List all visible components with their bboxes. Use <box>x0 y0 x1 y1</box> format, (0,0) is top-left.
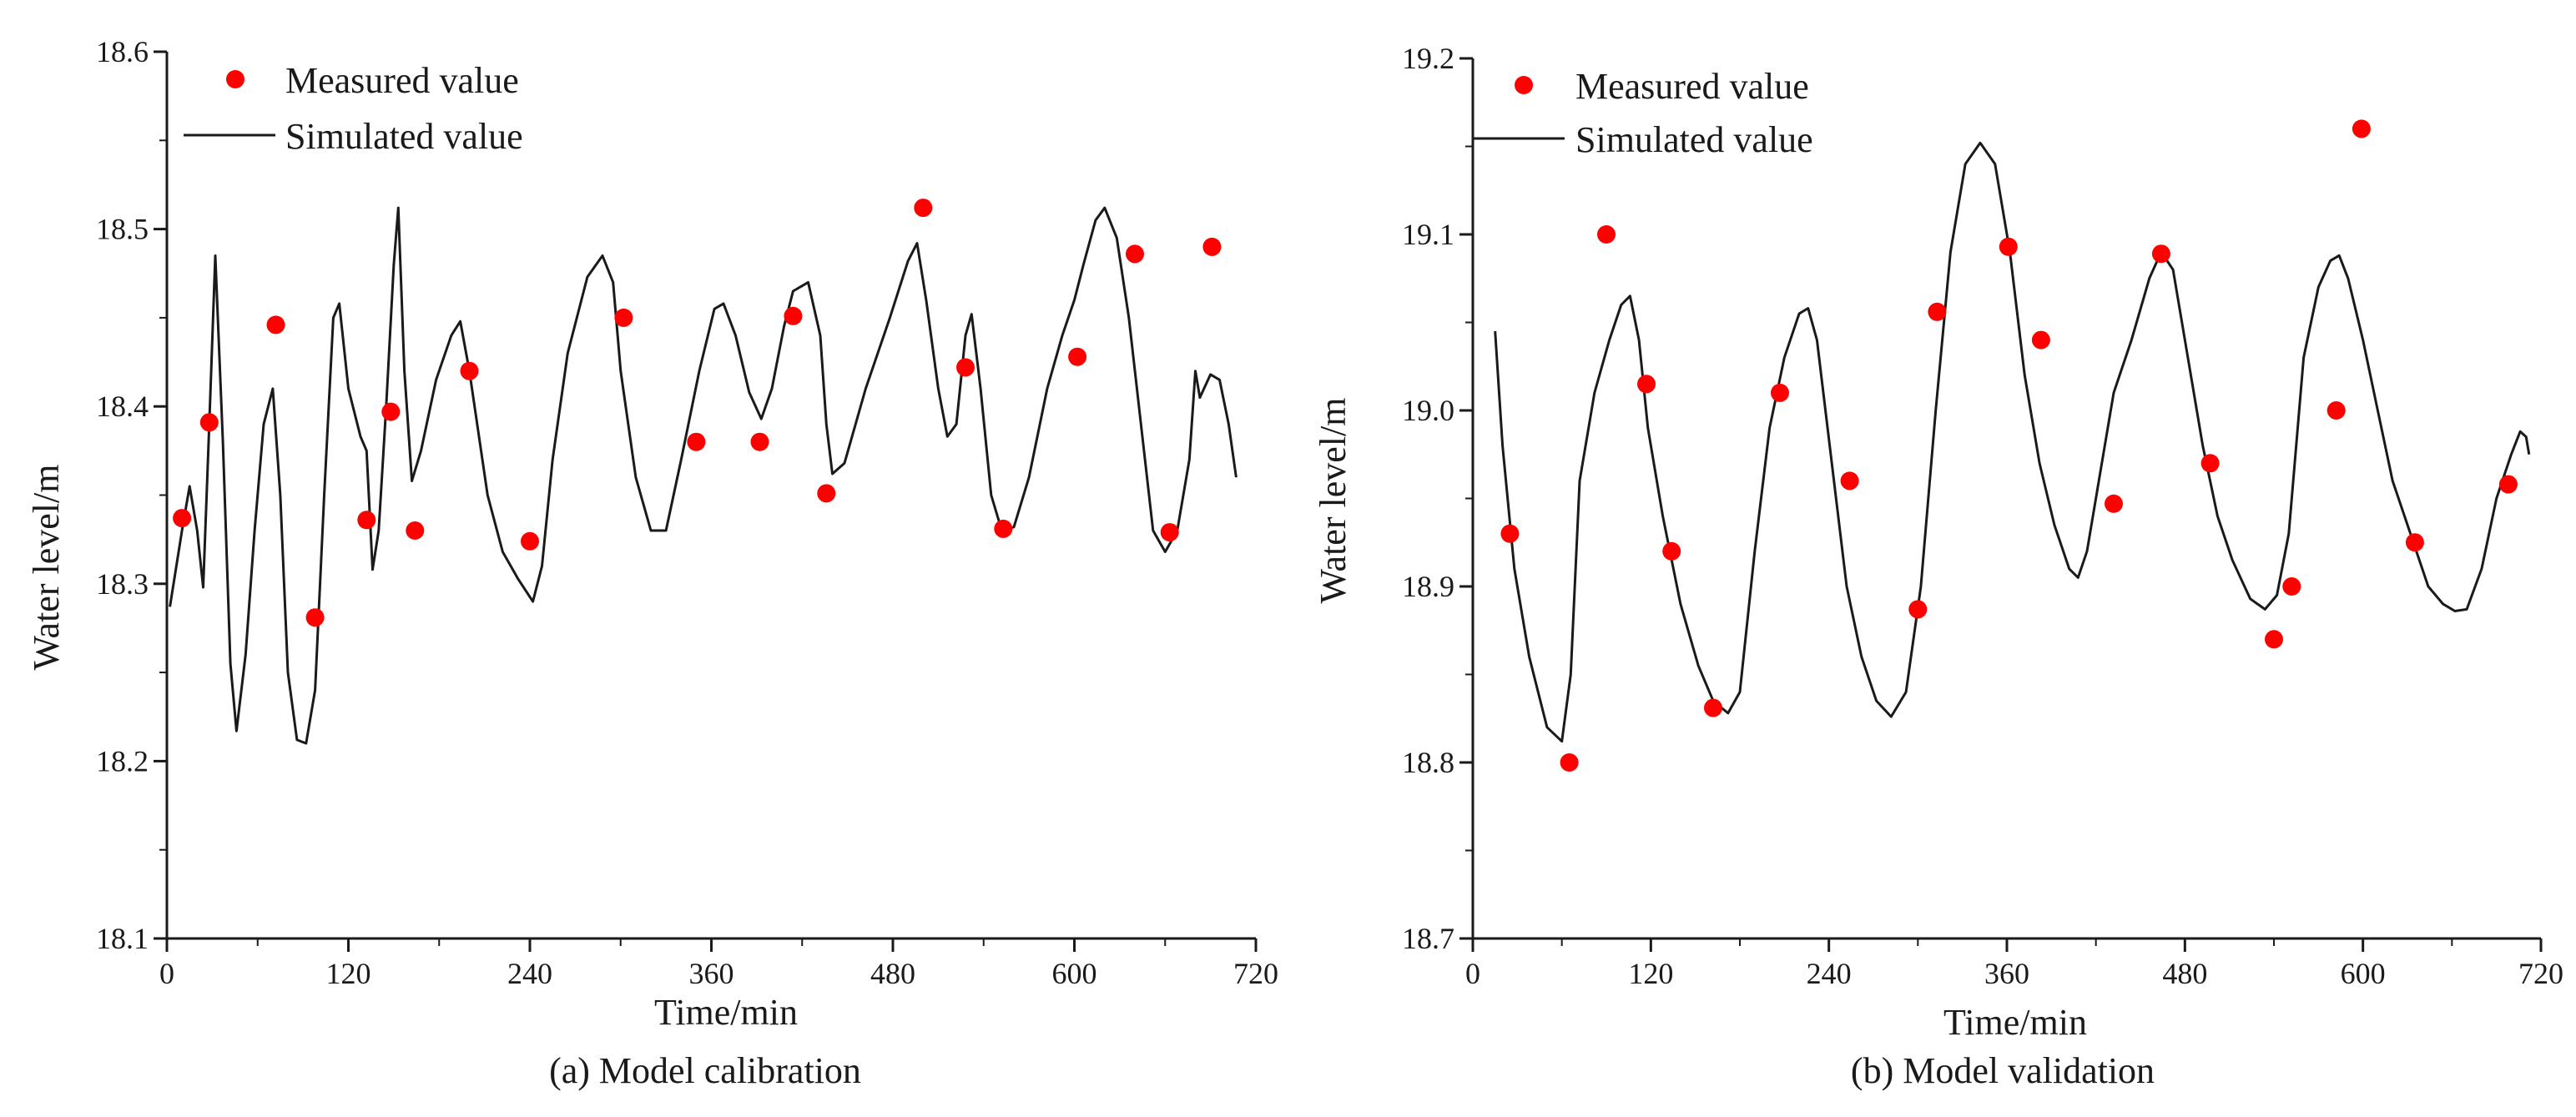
x-tick-label: 0 <box>159 957 174 990</box>
legend-simulated-label: Simulated value <box>1575 119 1813 160</box>
y-tick-label: 19.1 <box>1402 218 1454 251</box>
measured-point <box>914 199 933 218</box>
y-tick-label: 18.8 <box>1402 746 1454 779</box>
x-tick-label: 120 <box>326 957 371 990</box>
measured-point <box>1662 541 1681 561</box>
measured-point <box>2031 330 2050 350</box>
measured-point <box>1637 375 1656 394</box>
legend-measured-marker <box>1515 76 1533 94</box>
measured-point <box>266 315 285 335</box>
measured-point <box>1597 225 1616 244</box>
x-tick-label: 240 <box>507 957 552 990</box>
x-axis-title: Time/min <box>654 992 798 1033</box>
legend-measured-marker <box>226 70 244 88</box>
legend-calibration: Measured value Simulated value <box>184 60 523 157</box>
measured-point <box>2200 454 2220 473</box>
y-tick-label: 18.3 <box>96 567 149 601</box>
legend-simulated-label: Simulated value <box>285 116 523 157</box>
measured-point <box>521 531 539 551</box>
measured-point <box>199 413 219 432</box>
x-tick-label: 720 <box>2518 957 2563 990</box>
measured-point <box>956 358 975 377</box>
y-tick-label: 18.5 <box>96 213 149 246</box>
measured-point <box>1202 237 1222 256</box>
x-tick-label: 600 <box>2341 957 2386 990</box>
plot-area-validation: 0 120 240 360 480 600 720 18.7 18.8 18.9 19.0 19.1 1… <box>1402 42 2563 990</box>
x-tick-label: 360 <box>1984 957 2029 990</box>
measured-point <box>2105 494 2123 513</box>
measured-point <box>1840 471 1859 491</box>
measured-point <box>2352 119 2371 138</box>
y-tick-label: 18.7 <box>1402 922 1454 955</box>
x-tick-label: 480 <box>870 957 915 990</box>
measured-point <box>2265 630 2283 649</box>
measured-point <box>1928 302 1947 321</box>
y-axis-title: Water level/m <box>1313 398 1354 604</box>
measured-point <box>305 608 325 627</box>
y-tick-label: 19.2 <box>1402 42 1454 75</box>
y-tick-label: 18.1 <box>96 922 149 955</box>
measured-point <box>406 521 425 540</box>
y-tick-label: 18.4 <box>96 390 149 423</box>
measured-point <box>1908 600 1928 619</box>
simulated-line <box>169 206 1238 745</box>
measured-point <box>2151 244 2170 264</box>
measured-point <box>1068 347 1087 366</box>
legend-measured-label: Measured value <box>1575 66 1809 107</box>
measured-point <box>1126 244 1144 264</box>
y-tick-label: 19.0 <box>1402 394 1454 427</box>
measured-point <box>1500 524 1520 543</box>
legend-validation: Measured value Simulated value <box>1473 66 1813 160</box>
measured-point <box>2405 533 2424 552</box>
measured-point <box>381 402 401 421</box>
measured-point <box>750 432 769 451</box>
measured-point <box>614 308 633 327</box>
y-tick-label: 18.2 <box>96 744 149 777</box>
measured-point <box>1771 383 1789 402</box>
x-tick-label: 600 <box>1052 957 1097 990</box>
measured-point <box>1704 698 1722 717</box>
measured-point <box>173 509 192 528</box>
measured-point <box>687 432 706 451</box>
legend-measured-label: Measured value <box>285 60 519 101</box>
x-tick-label: 360 <box>689 957 734 990</box>
y-axis-title: Water level/m <box>26 465 67 671</box>
panel-validation: 0 120 240 360 480 600 720 18.7 18.8 18.9 19.0 19.1 1… <box>1313 42 2563 1091</box>
caption-calibration: (a) Model calibration <box>549 1050 861 1091</box>
measured-point <box>2282 577 2301 596</box>
y-tick-label: 18.6 <box>96 35 149 68</box>
panel-calibration: 0 120 240 360 480 600 720 18.1 18.2 18.3 18.4 18.5 1… <box>26 35 1278 1091</box>
measured-point <box>784 306 803 325</box>
x-tick-label: 240 <box>1807 957 1852 990</box>
measured-point <box>460 361 479 380</box>
measured-point <box>2326 401 2346 420</box>
measured-point <box>2498 475 2518 494</box>
x-axis-title: Time/min <box>1943 1002 2087 1043</box>
measured-point <box>357 511 376 530</box>
y-tick-label: 18.9 <box>1402 570 1454 603</box>
x-tick-label: 480 <box>2162 957 2207 990</box>
plot-area-calibration: 0 120 240 360 480 600 720 18.1 18.2 18.3 18.4 18.5 1… <box>96 35 1278 990</box>
x-tick-label: 720 <box>1233 957 1278 990</box>
measured-point <box>1560 753 1579 772</box>
caption-validation: (b) Model validation <box>1851 1050 2155 1091</box>
x-tick-label: 120 <box>1628 957 1673 990</box>
x-tick-label: 0 <box>1465 957 1480 990</box>
simulated-line <box>1494 141 2531 743</box>
measured-point <box>1999 237 2018 256</box>
measured-point <box>817 484 836 503</box>
measured-point <box>1160 523 1179 542</box>
measured-point <box>994 519 1013 538</box>
